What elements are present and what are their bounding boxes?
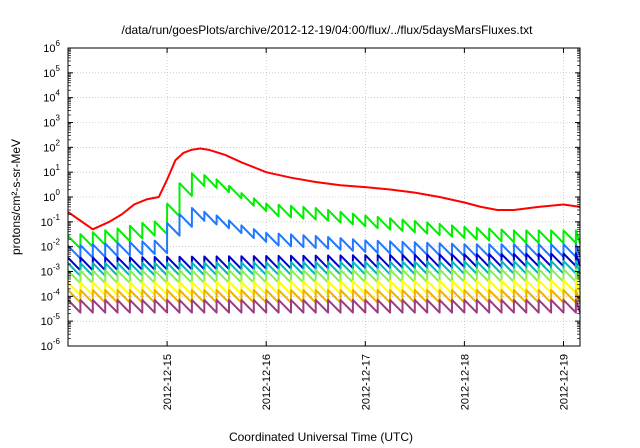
y-tick-base: 10 [43,167,55,179]
x-tick-label: 2012-12-18 [459,354,471,410]
y-tick-label: 106 [43,39,60,55]
y-tick-exponent: 3 [56,114,61,123]
series-line-2 [67,172,581,250]
y-tick-exponent: -2 [53,238,61,247]
y-tick-exponent: 2 [56,138,61,147]
y-tick-label: 102 [43,138,60,154]
y-tick-exponent: 4 [56,89,61,98]
y-tick-label: 10-3 [41,263,61,279]
series-line-9 [67,298,581,314]
y-tick-base: 10 [41,291,53,303]
y-tick-exponent: -6 [53,337,61,346]
y-tick-label: 104 [43,89,60,105]
y-tick-base: 10 [41,267,53,279]
y-tick-exponent: -3 [53,263,61,272]
y-tick-base: 10 [41,316,53,328]
series-layer [67,147,581,314]
y-tick-base: 10 [43,43,55,55]
y-tick-exponent: 6 [56,39,61,48]
x-tick-label: 2012-12-16 [261,354,273,410]
x-tick-label: 2012-12-15 [162,354,174,410]
y-tick-label: 100 [43,188,60,204]
y-tick-label: 105 [43,64,60,80]
y-tick-base: 10 [43,68,55,80]
series-line-1 [67,147,581,231]
x-axis: 2012-12-15 2012-12-16 2012-12-17 2012-12-18… [162,48,570,410]
y-tick-exponent: -4 [53,287,61,296]
y-tick-exponent: -1 [53,213,61,222]
y-axis-label: protons/cm²-s-sr-MeV [9,139,23,255]
y-tick-label: 10-4 [41,287,61,303]
y-tick-label: 10-6 [41,337,61,353]
chart-title: /data/run/goesPlots/archive/2012-12-19/0… [122,23,534,37]
y-axis: 10610510410310210110010-110-210-310-410-… [41,39,580,353]
y-tick-exponent: 0 [56,188,61,197]
y-tick-base: 10 [41,217,53,229]
y-tick-base: 10 [43,93,55,105]
x-axis-label: Coordinated Universal Time (UTC) [229,430,413,444]
y-tick-label: 101 [43,163,60,179]
y-tick-base: 10 [41,341,53,353]
x-tick-label: 2012-12-17 [360,354,372,410]
y-tick-label: 10-1 [41,213,61,229]
y-tick-exponent: 1 [56,163,61,172]
y-tick-exponent: 5 [56,64,61,73]
y-tick-label: 10-5 [41,312,61,328]
y-tick-exponent: -5 [53,312,61,321]
y-tick-base: 10 [43,192,55,204]
y-tick-label: 103 [43,114,60,130]
y-tick-base: 10 [41,242,53,254]
x-tick-label: 2012-12-19 [558,354,570,410]
y-tick-label: 10-2 [41,238,61,254]
y-tick-base: 10 [43,142,55,154]
y-tick-base: 10 [43,118,55,130]
